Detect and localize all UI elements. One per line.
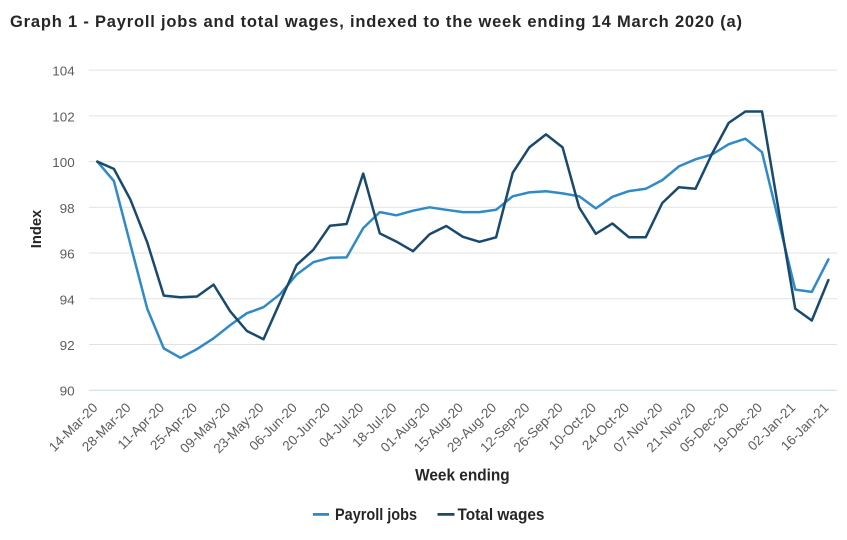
svg-text:104: 104 xyxy=(52,64,74,79)
svg-text:98: 98 xyxy=(60,201,75,216)
svg-text:92: 92 xyxy=(60,338,75,353)
svg-text:94: 94 xyxy=(60,292,75,307)
svg-text:90: 90 xyxy=(60,384,75,399)
svg-text:Index: Index xyxy=(29,210,45,249)
svg-text:Payroll jobs: Payroll jobs xyxy=(335,506,417,524)
svg-text:Total wages: Total wages xyxy=(458,506,545,524)
svg-text:96: 96 xyxy=(60,247,75,262)
svg-text:102: 102 xyxy=(52,109,74,124)
svg-text:100: 100 xyxy=(52,155,74,170)
svg-text:Week ending: Week ending xyxy=(415,467,510,485)
svg-text:Graph 1 - Payroll jobs and tot: Graph 1 - Payroll jobs and total wages, … xyxy=(10,13,742,31)
